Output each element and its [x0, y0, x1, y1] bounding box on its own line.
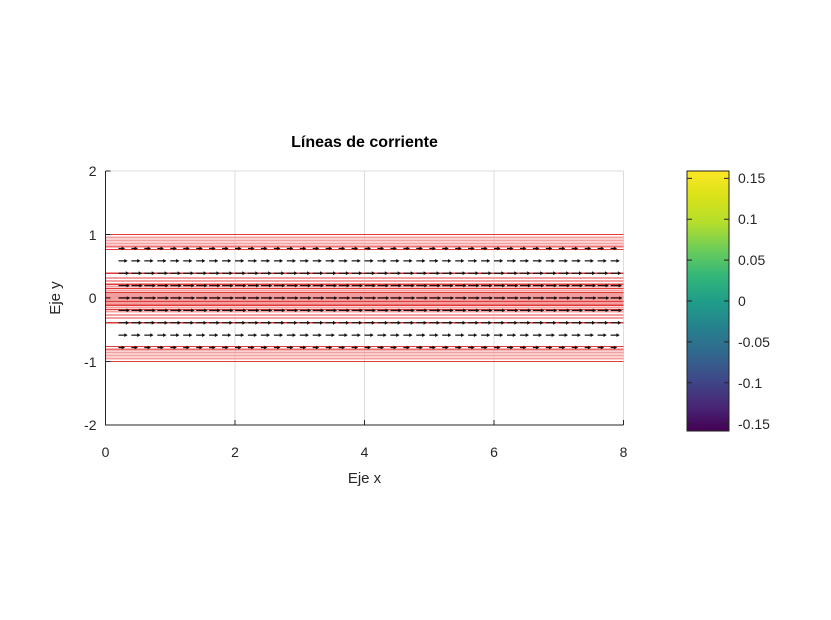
colorbar-tick-label: -0.1 [738, 374, 763, 391]
y-tick-label: 1 [88, 226, 97, 243]
colorbar [686, 170, 730, 432]
colorbar-tick-label: -0.15 [738, 415, 770, 432]
x-tick-label: 4 [360, 444, 369, 460]
x-tick-label: 8 [619, 444, 628, 460]
plot-title: Líneas de corriente [291, 134, 438, 151]
x-axis-label: Eje x [347, 470, 382, 487]
x-tick-label: 6 [490, 444, 498, 460]
colorbar-tick-label: 0.15 [738, 170, 766, 187]
y-tick-label: 2 [88, 163, 97, 179]
x-tick-label: 0 [101, 444, 110, 460]
y-axis-label: Eje y [47, 281, 64, 315]
quiver-arrows [118, 246, 623, 350]
colorbar-tick-label: 0.05 [738, 252, 766, 269]
x-tick-label: 2 [231, 444, 239, 460]
colorbar-tick-label: 0 [738, 293, 746, 309]
y-tick-label: 0 [88, 290, 97, 306]
y-tick-label: -2 [84, 417, 97, 433]
colorbar-tick-label: -0.05 [738, 333, 770, 350]
colorbar-tick-label: 0.1 [738, 211, 758, 228]
y-tick-label: -1 [84, 353, 97, 370]
axes [104, 170, 625, 426]
